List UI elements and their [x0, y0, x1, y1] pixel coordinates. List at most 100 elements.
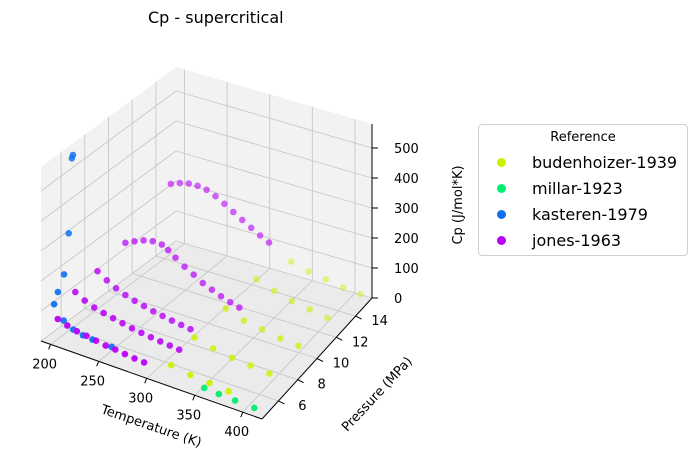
- data-point-jones: [199, 279, 207, 287]
- legend-item-budenhoizer: budenhoizer-1939: [497, 150, 677, 174]
- z-tick-label: 500: [394, 142, 419, 157]
- data-point-budenhoizer: [253, 276, 260, 283]
- y-tick-label: 12: [352, 335, 369, 350]
- back-wall-pane: [176, 67, 372, 298]
- y-grid-line: [132, 273, 337, 338]
- data-point-budenhoizer: [266, 370, 273, 377]
- data-point-jones: [102, 342, 109, 349]
- data-point-budenhoizer: [222, 305, 229, 312]
- z-grid-line: [175, 210, 373, 269]
- x-tick-label: 250: [80, 374, 105, 389]
- data-point-jones: [150, 308, 157, 315]
- data-point-budenhoizer: [206, 379, 213, 387]
- legend-title: Reference: [550, 130, 616, 145]
- data-point-budenhoizer: [167, 361, 175, 369]
- data-point-jones: [112, 285, 120, 292]
- data-point-budenhoizer: [277, 335, 284, 342]
- floor-pane: [41, 241, 372, 419]
- data-point-jones: [83, 332, 90, 340]
- data-point-jones: [230, 208, 237, 216]
- data-point-budenhoizer: [324, 314, 331, 322]
- data-point-millar: [215, 390, 223, 398]
- legend-label-millar: millar-1923: [532, 178, 623, 198]
- x-tick-label: 350: [176, 408, 201, 423]
- x-tick-mark: [96, 361, 100, 367]
- y-tick-label: 10: [333, 357, 350, 372]
- data-point-jones: [103, 277, 111, 284]
- data-point-jones: [177, 321, 185, 329]
- x-tick-mark: [240, 412, 244, 418]
- z-grid-line: [40, 210, 177, 312]
- legend-item-kasteren: kasteren-1979: [497, 202, 648, 226]
- data-point-jones: [92, 337, 100, 345]
- z-tick-label: 400: [394, 172, 419, 187]
- y-grid-line: [84, 308, 298, 381]
- data-point-jones: [109, 314, 117, 322]
- data-point-jones: [208, 286, 216, 294]
- data-point-budenhoizer: [322, 276, 330, 283]
- data-point-budenhoizer: [270, 287, 278, 295]
- data-point-jones: [72, 288, 79, 296]
- data-point-jones: [239, 216, 246, 224]
- y-grid-line: [155, 255, 356, 317]
- data-point-jones: [157, 338, 164, 345]
- legend-item-millar: millar-1923: [497, 176, 623, 200]
- data-point-jones: [122, 291, 129, 299]
- data-point-jones: [181, 263, 188, 271]
- data-point-jones: [119, 319, 126, 327]
- z-grid-line: [175, 120, 373, 179]
- data-point-kasteren: [54, 288, 62, 296]
- x-axis-line: [40, 340, 263, 420]
- data-point-jones: [158, 241, 166, 248]
- legend-marker-millar: [497, 183, 506, 193]
- y-tick-mark: [278, 400, 285, 405]
- data-point-jones: [131, 355, 138, 362]
- data-point-budenhoizer: [306, 306, 314, 313]
- y-axis-label: Pressure (MPa): [339, 354, 416, 435]
- legend-label-budenhoizer: budenhoizer-1939: [532, 152, 678, 172]
- legend-marker-budenhoizer: [497, 157, 506, 167]
- data-point-jones: [100, 309, 107, 317]
- data-point-jones: [176, 179, 184, 187]
- data-point-jones: [112, 346, 119, 353]
- data-point-jones: [128, 325, 136, 332]
- legend-label-jones: jones-1963: [532, 230, 622, 250]
- z-tick-label: 0: [394, 292, 402, 307]
- data-point-jones: [187, 325, 194, 333]
- data-point-budenhoizer: [339, 284, 347, 291]
- z-tick-label: 200: [394, 232, 419, 247]
- data-point-budenhoizer: [209, 345, 217, 352]
- data-point-budenhoizer: [305, 268, 312, 275]
- data-point-kasteren: [50, 300, 58, 308]
- legend-item-jones: jones-1963: [497, 228, 621, 252]
- data-point-budenhoizer: [258, 326, 266, 333]
- data-point-jones: [217, 293, 225, 300]
- x-tick-mark: [48, 344, 52, 350]
- data-point-kasteren: [65, 230, 72, 237]
- data-point-kasteren: [60, 271, 68, 278]
- data-point-kasteren: [68, 155, 76, 162]
- y-tick-label: 6: [298, 399, 306, 414]
- y-tick-mark: [355, 315, 362, 320]
- data-point-millar: [251, 404, 258, 412]
- data-point-jones: [138, 329, 145, 337]
- data-point-budenhoizer: [191, 334, 198, 341]
- data-point-jones: [166, 342, 174, 349]
- data-point-budenhoizer: [187, 371, 194, 379]
- data-point-budenhoizer: [228, 354, 236, 362]
- z-tick-label: 100: [394, 262, 419, 277]
- y-grid-line: [108, 290, 318, 359]
- data-point-jones: [147, 333, 155, 341]
- z-tick-label: 300: [394, 202, 419, 217]
- data-point-jones: [149, 237, 156, 245]
- data-point-jones: [159, 312, 166, 320]
- data-point-jones: [140, 359, 148, 366]
- y-tick-label: 14: [371, 314, 388, 329]
- data-point-budenhoizer: [288, 258, 295, 265]
- data-point-millar: [231, 397, 239, 404]
- data-point-jones: [236, 304, 243, 311]
- data-point-jones: [54, 315, 62, 323]
- z-grid-line: [175, 240, 373, 299]
- legend-label-kasteren: kasteren-1979: [532, 204, 648, 224]
